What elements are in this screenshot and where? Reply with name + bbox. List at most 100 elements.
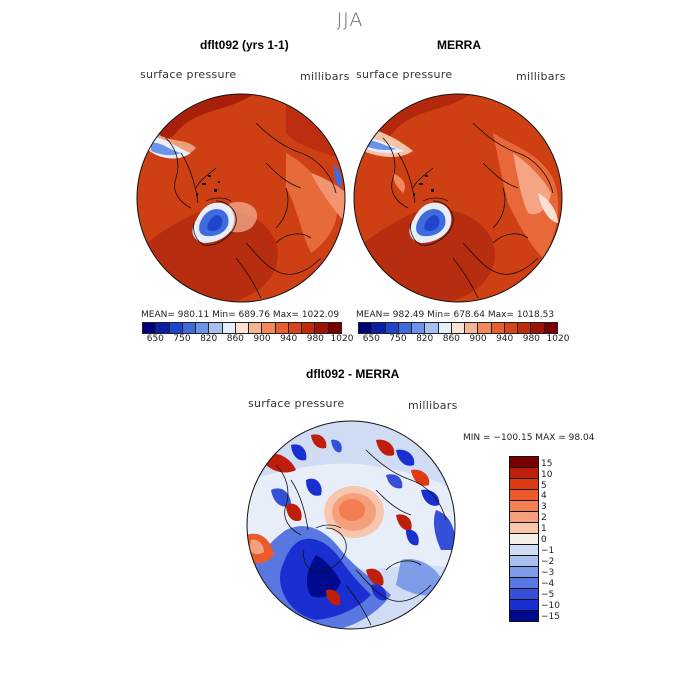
colorbar-tick-label: 650 — [362, 334, 380, 344]
panel1-polar-map — [136, 93, 346, 303]
panel1-stats: MEAN= 980.11 Min= 689.76 Max= 1022.09 — [141, 310, 340, 320]
colorbar-swatch — [544, 323, 557, 333]
colorbar-swatch — [478, 323, 492, 333]
colorbar-swatch — [359, 323, 373, 333]
colorbar-tick-label: 820 — [416, 334, 434, 344]
panel2-variable: surface pressure — [356, 68, 453, 81]
colorbar-swatch — [510, 611, 538, 621]
colorbar-tick-label: 980 — [306, 334, 324, 344]
colorbar-swatch — [315, 323, 329, 333]
colorbar-label: −2 — [541, 557, 555, 568]
colorbar-swatch — [249, 323, 263, 333]
colorbar-swatch — [451, 323, 466, 333]
diff-variable: surface pressure — [248, 397, 345, 410]
colorbar-label: 4 — [541, 491, 547, 502]
colorbar-label: 1 — [541, 524, 547, 535]
colorbar-swatch — [275, 323, 289, 333]
colorbar-swatch — [510, 501, 538, 512]
colorbar-label: −5 — [541, 589, 555, 600]
colorbar-tick-label: 650 — [146, 334, 164, 344]
colorbar-swatch — [510, 490, 538, 501]
colorbar-swatch — [302, 323, 316, 333]
colorbar-swatch — [438, 323, 452, 333]
colorbar-swatch — [510, 556, 538, 567]
colorbar-label: −3 — [541, 567, 555, 578]
colorbar-swatch — [510, 534, 538, 545]
colorbar-swatch — [385, 323, 399, 333]
colorbar-tick-label: 1020 — [546, 334, 570, 344]
colorbar-label: −10 — [541, 600, 560, 611]
colorbar-swatch — [510, 479, 538, 490]
panel2-units: millibars — [516, 70, 566, 83]
colorbar-swatch — [398, 323, 413, 333]
colorbar-tick-label: 1020 — [330, 334, 354, 344]
colorbar-swatch — [156, 323, 170, 333]
colorbar-tick-label: 750 — [389, 334, 407, 344]
colorbar-tick-label: 940 — [496, 334, 514, 344]
colorbar-swatch — [209, 323, 223, 333]
diff-colorbar-labels: 15 10 5 4 3 2 1 0 −1 −2 −3 −4 −5 −10 −15 — [541, 456, 581, 622]
colorbar-swatch — [518, 323, 532, 333]
colorbar-label: 15 — [541, 458, 553, 469]
colorbar-label: 2 — [541, 513, 547, 524]
panel1-title: dflt092 (yrs 1-1) — [200, 38, 289, 52]
colorbar-tick-label: 900 — [253, 334, 271, 344]
diff-minmax: MIN = −100.15 MAX = 98.04 — [463, 433, 595, 443]
panel1-colorbar-swatches — [142, 322, 342, 334]
panel1-variable: surface pressure — [140, 68, 237, 81]
diff-title: dflt092 - MERRA — [306, 367, 400, 381]
colorbar-swatch — [510, 512, 538, 523]
colorbar-tick-label: 900 — [469, 334, 487, 344]
colorbar-swatch — [465, 323, 479, 333]
colorbar-swatch — [262, 323, 276, 333]
colorbar-swatch — [412, 323, 426, 333]
colorbar-tick-label: 820 — [200, 334, 218, 344]
colorbar-swatch — [510, 457, 538, 468]
colorbar-tick-label: 860 — [226, 334, 244, 344]
colorbar-swatch — [288, 323, 303, 333]
colorbar-swatch — [425, 323, 439, 333]
colorbar-swatch — [510, 523, 538, 534]
panel2-colorbar-swatches — [358, 322, 558, 334]
colorbar-swatch — [235, 323, 250, 333]
colorbar-label: 3 — [541, 502, 547, 513]
colorbar-swatch — [143, 323, 157, 333]
colorbar-label: 10 — [541, 469, 553, 480]
colorbar-swatch — [504, 323, 519, 333]
colorbar-swatch — [510, 578, 538, 589]
panel1-units: millibars — [300, 70, 350, 83]
colorbar-swatch — [372, 323, 386, 333]
colorbar-swatch — [510, 600, 538, 611]
colorbar-label: −1 — [541, 546, 555, 557]
panel1-colorbar-ticks: 650 750 820 860 900 940 980 1020 — [142, 334, 354, 346]
panel2-title: MERRA — [437, 38, 481, 52]
panel2-colorbar: 650 750 820 860 900 940 980 1020 — [358, 322, 570, 346]
diff-colorbar — [509, 456, 539, 622]
colorbar-label: −15 — [541, 611, 560, 622]
colorbar-label: 0 — [541, 535, 547, 546]
colorbar-swatch — [510, 589, 538, 600]
colorbar-swatch — [196, 323, 210, 333]
panel2-stats: MEAN= 982.49 Min= 678.64 Max= 1018.53 — [356, 310, 555, 320]
colorbar-tick-label: 980 — [522, 334, 540, 344]
colorbar-swatch — [182, 323, 197, 333]
colorbar-swatch — [169, 323, 183, 333]
panel2-polar-map — [353, 93, 563, 303]
colorbar-tick-label: 860 — [442, 334, 460, 344]
colorbar-swatch — [222, 323, 236, 333]
season-title: JJA — [336, 9, 364, 31]
colorbar-swatch — [328, 323, 341, 333]
panel2-colorbar-ticks: 650 750 820 860 900 940 980 1020 — [358, 334, 570, 346]
colorbar-swatch — [491, 323, 505, 333]
colorbar-tick-label: 940 — [280, 334, 298, 344]
diff-units: millibars — [408, 399, 458, 412]
colorbar-tick-label: 750 — [173, 334, 191, 344]
colorbar-swatch — [510, 545, 538, 556]
diff-colorbar-swatches — [509, 456, 539, 622]
colorbar-swatch — [510, 468, 538, 479]
diff-polar-map — [246, 420, 456, 630]
colorbar-swatch — [510, 567, 538, 578]
colorbar-swatch — [531, 323, 545, 333]
colorbar-label: 5 — [541, 480, 547, 491]
colorbar-label: −4 — [541, 578, 555, 589]
